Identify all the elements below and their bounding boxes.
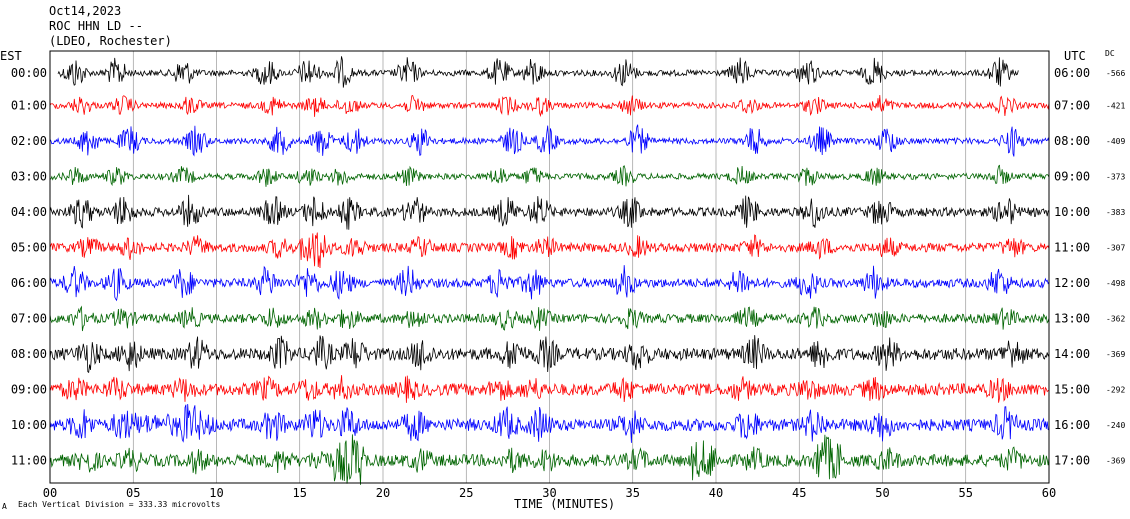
trace-0200 <box>49 124 1050 157</box>
dc-offset-0300: -373 <box>1106 173 1125 182</box>
utc-label-1600: 16:00 <box>1054 418 1090 432</box>
est-label-0900: 09:00 <box>11 383 47 397</box>
x-tick-20: 20 <box>376 486 390 500</box>
utc-label-1000: 10:00 <box>1054 205 1090 219</box>
est-label-0700: 07:00 <box>11 312 47 326</box>
row-labels: 00:00 06:00 -566 01:00 07:00 -421 02:00 08:00 -4… <box>11 66 1126 468</box>
grid <box>132 51 967 483</box>
dc-offset-0000: -566 <box>1106 69 1125 78</box>
est-label-0000: 00:00 <box>11 66 47 80</box>
dc-offset-0400: -383 <box>1106 208 1125 217</box>
utc-label-1700: 17:00 <box>1054 454 1090 468</box>
trace-0900 <box>49 375 1050 403</box>
utc-label-1300: 13:00 <box>1054 312 1090 326</box>
x-tick-60: 60 <box>1042 486 1056 500</box>
x-axis-title: TIME (MINUTES) <box>514 497 615 511</box>
x-tick-25: 25 <box>459 486 473 500</box>
est-label-0800: 08:00 <box>11 347 47 361</box>
utc-label-0700: 07:00 <box>1054 99 1090 113</box>
est-label-1000: 10:00 <box>11 418 47 432</box>
trace-0700 <box>49 305 1050 332</box>
trace-0400 <box>49 194 1050 230</box>
station-location: (LDEO, Rochester) <box>49 34 172 48</box>
est-label-0600: 06:00 <box>11 276 47 290</box>
dc-offset-0700: -362 <box>1106 315 1125 324</box>
x-tick-30: 30 <box>542 486 556 500</box>
dc-offset-0500: -307 <box>1106 244 1125 253</box>
dc-offset-0600: -498 <box>1106 279 1125 288</box>
utc-label-1400: 14:00 <box>1054 347 1090 361</box>
x-tick-05: 05 <box>126 486 140 500</box>
x-tick-35: 35 <box>626 486 640 500</box>
x-tick-50: 50 <box>875 486 889 500</box>
dc-offset-0200: -409 <box>1106 137 1125 146</box>
est-axis-title: EST <box>0 49 22 63</box>
x-tick-15: 15 <box>293 486 307 500</box>
x-tick-labels: 00 05 10 15 20 25 30 35 40 45 50 55 60 <box>43 486 1056 500</box>
plot-frame <box>49 50 1050 484</box>
utc-label-1500: 15:00 <box>1054 383 1090 397</box>
utc-label-0800: 08:00 <box>1054 134 1090 148</box>
trace-0600 <box>49 265 1050 302</box>
footer-mark: A <box>2 502 7 511</box>
trace-0500 <box>49 232 1050 269</box>
est-label-0400: 04:00 <box>11 205 47 219</box>
trace-0100 <box>49 94 1050 118</box>
dc-offset-0800: -369 <box>1106 350 1125 359</box>
dc-offset-1000: -240 <box>1106 421 1125 430</box>
utc-label-0600: 06:00 <box>1054 66 1090 80</box>
x-tick-10: 10 <box>209 486 223 500</box>
utc-label-0900: 09:00 <box>1054 170 1090 184</box>
trace-0000 <box>57 56 1019 88</box>
dc-axis-title: DC <box>1105 49 1115 58</box>
utc-axis-title: UTC <box>1064 49 1086 63</box>
x-tick-55: 55 <box>959 486 973 500</box>
dc-offset-0900: -292 <box>1106 386 1125 395</box>
x-tick-00: 00 <box>43 486 57 500</box>
x-tick-45: 45 <box>792 486 806 500</box>
est-label-0500: 05:00 <box>11 241 47 255</box>
traces <box>49 56 1050 485</box>
dc-offset-0100: -421 <box>1106 102 1125 111</box>
trace-1100 <box>49 434 1050 485</box>
trace-0800 <box>49 335 1050 374</box>
station-date: Oct14,2023 <box>49 4 121 18</box>
utc-label-1200: 12:00 <box>1054 276 1090 290</box>
dc-offset-1100: -369 <box>1106 457 1125 466</box>
est-label-0100: 01:00 <box>11 99 47 113</box>
utc-label-1100: 11:00 <box>1054 241 1090 255</box>
est-label-0200: 02:00 <box>11 134 47 148</box>
est-label-1100: 11:00 <box>11 454 47 468</box>
x-tick-40: 40 <box>709 486 723 500</box>
trace-1000 <box>49 403 1050 443</box>
station-channel: ROC HHN LD -- <box>49 19 143 33</box>
vertical-division-note: Each Vertical Division = 333.33 microvol… <box>18 500 220 509</box>
trace-0300 <box>50 164 1050 187</box>
est-label-0300: 03:00 <box>11 170 47 184</box>
